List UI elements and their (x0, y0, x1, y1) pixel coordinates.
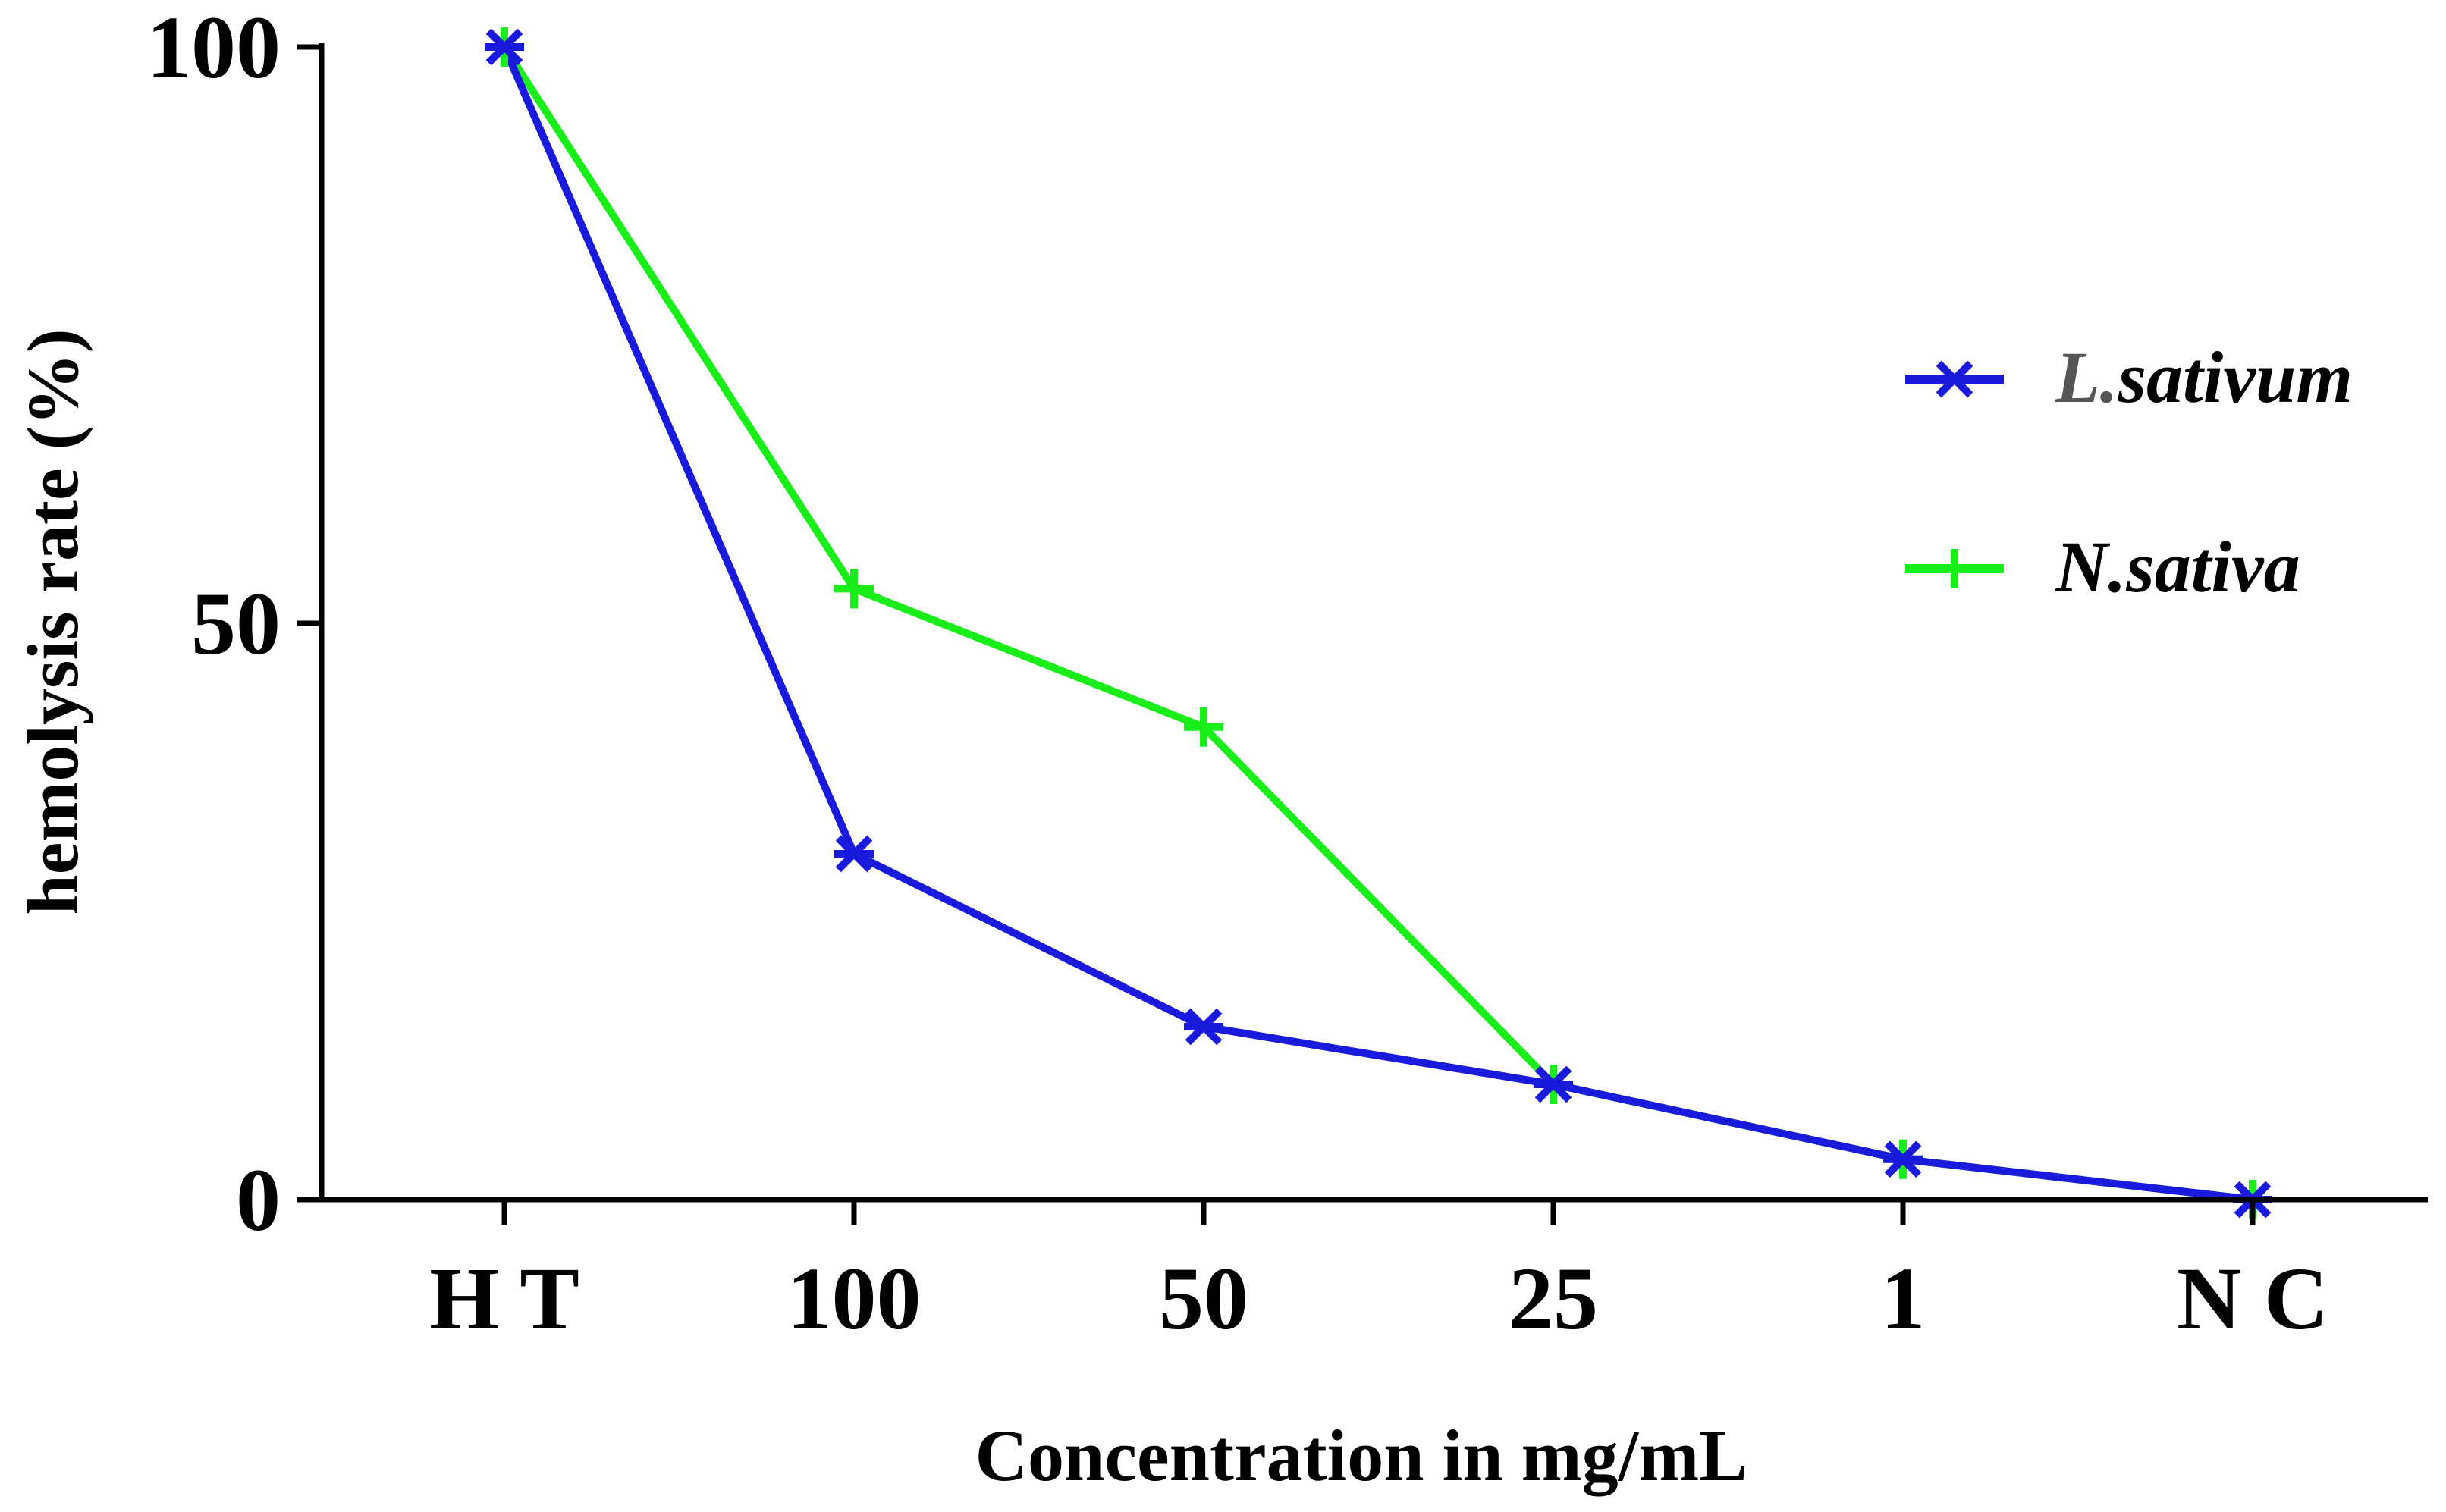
legend-label-n-sativa: N.sativa (2055, 526, 2300, 607)
x-axis-title: Concentration in mg/mL (975, 1415, 1748, 1496)
legend: L.sativum N.sativa (1905, 337, 2353, 607)
marker-l-sativum-100-stroke-d2 (835, 835, 873, 873)
marker-l-sativum-100 (834, 835, 874, 873)
marker-l-sativum-50 (1184, 1008, 1223, 1046)
legend-marker-n-sativa (1935, 549, 1974, 588)
plot-area (485, 27, 2272, 1219)
legend-label-l-sativum-prefix: L. (2055, 337, 2118, 418)
legend-label-n-sativa-prefix: N. (2055, 526, 2126, 607)
marker-l-sativum-h-t-stroke-d2 (485, 28, 523, 66)
legend-marker-glyph-n-sativa (1935, 549, 1974, 588)
marker-l-sativum-25-stroke-d2 (1534, 1065, 1572, 1103)
x-tick-label-25: 25 (1509, 1249, 1598, 1348)
marker-l-sativum-50-stroke-d2 (1185, 1008, 1223, 1046)
legend-label-n-sativa-suffix: sativa (2125, 526, 2300, 607)
series-line-n-sativa (501, 43, 2256, 1203)
marker-l-sativum-h-t (485, 28, 524, 66)
y-tick-label-50: 50 (191, 574, 281, 673)
x-ticks: H T 100 50 25 1 N C (429, 1200, 2328, 1348)
y-tick-label-100: 100 (146, 0, 281, 97)
marker-l-sativum-25 (1534, 1065, 1573, 1103)
legend-marker-glyph-l-sativum (1935, 360, 1974, 398)
legend-item-l-sativum: L.sativum (1905, 337, 2353, 418)
legend-label-l-sativum: L.sativum (2055, 337, 2353, 418)
y-tick-label-0: 0 (236, 1150, 281, 1250)
x-tick-label-h-t: H T (429, 1249, 579, 1348)
x-tick-label-n-c: N C (2177, 1249, 2328, 1348)
marker-l-sativum-1-stroke-d2 (1884, 1140, 1922, 1178)
x-tick-label-1: 1 (1881, 1249, 1926, 1348)
marker-n-sativa-100 (834, 569, 874, 609)
x-tick-label-50: 50 (1159, 1249, 1248, 1348)
marker-n-sativa-50 (1184, 707, 1223, 747)
y-ticks: 0 50 100 (146, 0, 322, 1250)
legend-marker-l-sativum (1935, 360, 1974, 398)
series-line-l-sativum (501, 43, 2256, 1203)
y-axis-title: hemolysis rate (%) (12, 328, 93, 914)
legend-label-l-sativum-suffix: sativum (2118, 337, 2353, 418)
marker-l-sativum-1 (1883, 1140, 1923, 1178)
legend-marker-glyph-l-sativum-stroke-d2 (1936, 360, 1973, 398)
legend-item-n-sativa: N.sativa (1905, 526, 2300, 607)
x-tick-label-100: 100 (787, 1249, 922, 1348)
